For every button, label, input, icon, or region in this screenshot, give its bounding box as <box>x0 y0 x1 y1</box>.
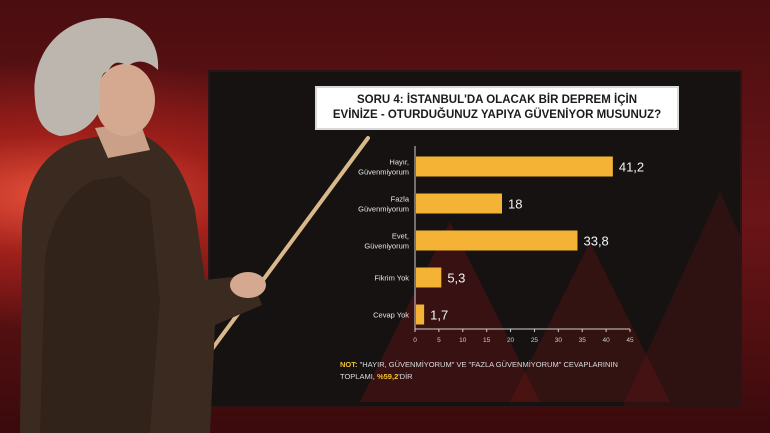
x-tick-label: 40 <box>602 337 610 344</box>
bar-value-label: 33,8 <box>583 234 608 249</box>
x-tick-label: 30 <box>555 337 563 344</box>
presenter-face <box>95 64 155 136</box>
category-label: Güveniyorum <box>364 242 409 251</box>
bar <box>416 156 613 177</box>
x-tick-label: 15 <box>483 337 491 344</box>
presenter-jacket-shade <box>40 176 160 433</box>
chart-note: NOT: "HAYIR, GÜVENMİYORUM" VE "FAZLA GÜV… <box>340 359 660 383</box>
x-tick-label: 20 <box>507 337 515 344</box>
note-suffix: 'DİR <box>398 372 413 381</box>
note-highlight: %59,2 <box>376 372 399 381</box>
chart-title-line-1: SORU 4: İSTANBUL'DA OLACAK BİR DEPREM İÇ… <box>356 94 637 106</box>
bar <box>416 304 425 325</box>
bar <box>416 193 502 214</box>
bar-value-label: 1,7 <box>430 308 448 323</box>
x-tick-label: 5 <box>437 337 441 344</box>
bar-value-label: 41,2 <box>619 160 644 175</box>
bar-value-label: 5,3 <box>447 271 465 286</box>
note-text-line-2: TOPLAMI, <box>340 372 377 381</box>
category-label: Fazla <box>391 195 410 204</box>
bar-chart: 0 5 10 15 20 25 30 35 40 4541,2Hayır,Güvenmiyorum… <box>358 146 644 344</box>
background-pattern <box>210 72 740 406</box>
category-label: Hayır, <box>389 158 409 167</box>
x-tick-label: 25 <box>531 337 539 344</box>
bar <box>416 230 578 251</box>
note-text-line-1: "HAYIR, GÜVENMİYORUM" VE "FAZLA GÜVENMİY… <box>357 360 618 369</box>
x-tick-label: 10 <box>459 337 467 344</box>
x-tick-label: 0 <box>413 337 417 344</box>
category-label: Evet, <box>392 232 409 241</box>
category-label: Güvenmiyorum <box>358 205 409 214</box>
presenter-hand <box>230 272 266 298</box>
bar-value-label: 18 <box>508 197 522 212</box>
x-tick-label: 35 <box>579 337 587 344</box>
category-label: Fikrim Yok <box>374 274 409 283</box>
x-tick-label: 45 <box>626 337 634 344</box>
chart-title-box: SORU 4: İSTANBUL'DA OLACAK BİR DEPREM İÇ… <box>315 86 679 130</box>
category-label: Cevap Yok <box>373 311 409 320</box>
bar <box>416 267 442 288</box>
tv-screen: SORU 4: İSTANBUL'DA OLACAK BİR DEPREM İÇ… <box>210 72 740 406</box>
presenter-hair <box>34 18 159 136</box>
category-label: Güvenmiyorum <box>358 168 409 177</box>
note-prefix: NOT: <box>340 360 358 369</box>
chart-title-line-2: EVİNİZE - OTURDUĞUNUZ YAPIYA GÜVENİYOR M… <box>332 109 662 121</box>
